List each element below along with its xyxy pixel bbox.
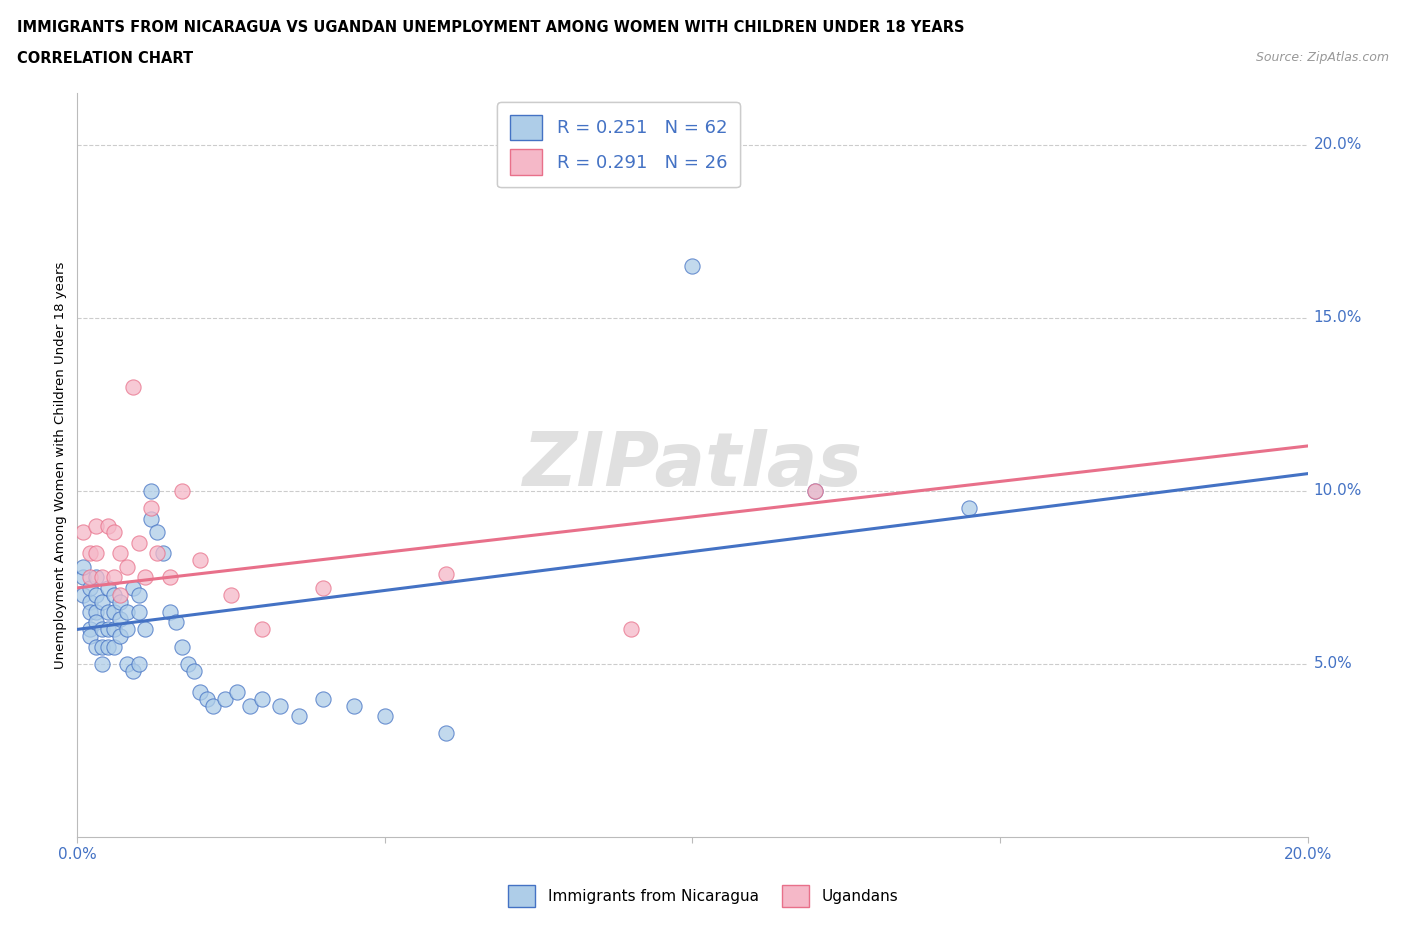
- Point: [804, 484, 827, 498]
- Point: [165, 615, 187, 630]
- Point: [97, 622, 120, 637]
- Point: [90, 639, 114, 654]
- Point: [214, 691, 236, 706]
- Point: [97, 580, 120, 595]
- Text: 5.0%: 5.0%: [1313, 657, 1353, 671]
- Point: [804, 484, 827, 498]
- Point: [288, 709, 311, 724]
- Point: [121, 379, 143, 394]
- Point: [128, 536, 150, 551]
- Point: [239, 698, 262, 713]
- Point: [79, 594, 101, 609]
- Point: [79, 546, 101, 561]
- Point: [84, 570, 107, 585]
- Legend: R = 0.251   N = 62, R = 0.291   N = 26: R = 0.251 N = 62, R = 0.291 N = 26: [498, 102, 740, 188]
- Text: 20.0%: 20.0%: [1313, 138, 1362, 153]
- Point: [79, 604, 101, 619]
- Text: ZIPatlas: ZIPatlas: [523, 429, 862, 501]
- Point: [312, 580, 335, 595]
- Point: [72, 588, 94, 603]
- Point: [103, 622, 125, 637]
- Point: [97, 639, 120, 654]
- Point: [957, 501, 980, 516]
- Point: [146, 525, 169, 540]
- Point: [115, 604, 138, 619]
- Point: [219, 588, 242, 603]
- Point: [110, 594, 132, 609]
- Point: [72, 525, 94, 540]
- Point: [97, 518, 120, 533]
- Text: CORRELATION CHART: CORRELATION CHART: [17, 51, 193, 66]
- Point: [170, 639, 193, 654]
- Point: [177, 657, 200, 671]
- Point: [170, 484, 193, 498]
- Text: IMMIGRANTS FROM NICARAGUA VS UGANDAN UNEMPLOYMENT AMONG WOMEN WITH CHILDREN UNDE: IMMIGRANTS FROM NICARAGUA VS UGANDAN UNE…: [17, 20, 965, 35]
- Point: [79, 580, 101, 595]
- Point: [146, 546, 169, 561]
- Point: [201, 698, 224, 713]
- Point: [84, 604, 107, 619]
- Point: [110, 629, 132, 644]
- Point: [103, 570, 125, 585]
- Point: [115, 622, 138, 637]
- Point: [436, 725, 458, 740]
- Point: [128, 657, 150, 671]
- Point: [134, 570, 156, 585]
- Point: [72, 560, 94, 575]
- Point: [84, 546, 107, 561]
- Point: [312, 691, 335, 706]
- Point: [436, 566, 458, 581]
- Point: [72, 570, 94, 585]
- Point: [121, 663, 143, 678]
- Point: [84, 518, 107, 533]
- Point: [115, 657, 138, 671]
- Point: [84, 615, 107, 630]
- Point: [110, 612, 132, 627]
- Y-axis label: Unemployment Among Women with Children Under 18 years: Unemployment Among Women with Children U…: [53, 261, 67, 669]
- Point: [128, 604, 150, 619]
- Point: [79, 570, 101, 585]
- Point: [110, 588, 132, 603]
- Point: [250, 691, 273, 706]
- Point: [84, 639, 107, 654]
- Point: [134, 622, 156, 637]
- Point: [90, 657, 114, 671]
- Point: [128, 588, 150, 603]
- Point: [269, 698, 291, 713]
- Point: [103, 604, 125, 619]
- Point: [159, 570, 181, 585]
- Point: [682, 259, 704, 273]
- Point: [90, 570, 114, 585]
- Point: [141, 484, 163, 498]
- Point: [188, 552, 212, 567]
- Point: [79, 629, 101, 644]
- Point: [152, 546, 174, 561]
- Point: [141, 512, 163, 526]
- Point: [195, 691, 218, 706]
- Point: [188, 684, 212, 699]
- Point: [90, 594, 114, 609]
- Point: [110, 546, 132, 561]
- Point: [374, 709, 396, 724]
- Point: [84, 588, 107, 603]
- Point: [159, 604, 181, 619]
- Point: [343, 698, 366, 713]
- Point: [183, 663, 205, 678]
- Point: [97, 604, 120, 619]
- Point: [141, 501, 163, 516]
- Point: [121, 580, 143, 595]
- Text: Source: ZipAtlas.com: Source: ZipAtlas.com: [1256, 51, 1389, 64]
- Point: [103, 639, 125, 654]
- Text: 10.0%: 10.0%: [1313, 484, 1362, 498]
- Point: [226, 684, 249, 699]
- Point: [620, 622, 643, 637]
- Point: [103, 588, 125, 603]
- Point: [250, 622, 273, 637]
- Legend: Immigrants from Nicaragua, Ugandans: Immigrants from Nicaragua, Ugandans: [502, 879, 904, 913]
- Point: [103, 525, 125, 540]
- Point: [90, 622, 114, 637]
- Point: [79, 622, 101, 637]
- Text: 15.0%: 15.0%: [1313, 311, 1362, 325]
- Point: [115, 560, 138, 575]
